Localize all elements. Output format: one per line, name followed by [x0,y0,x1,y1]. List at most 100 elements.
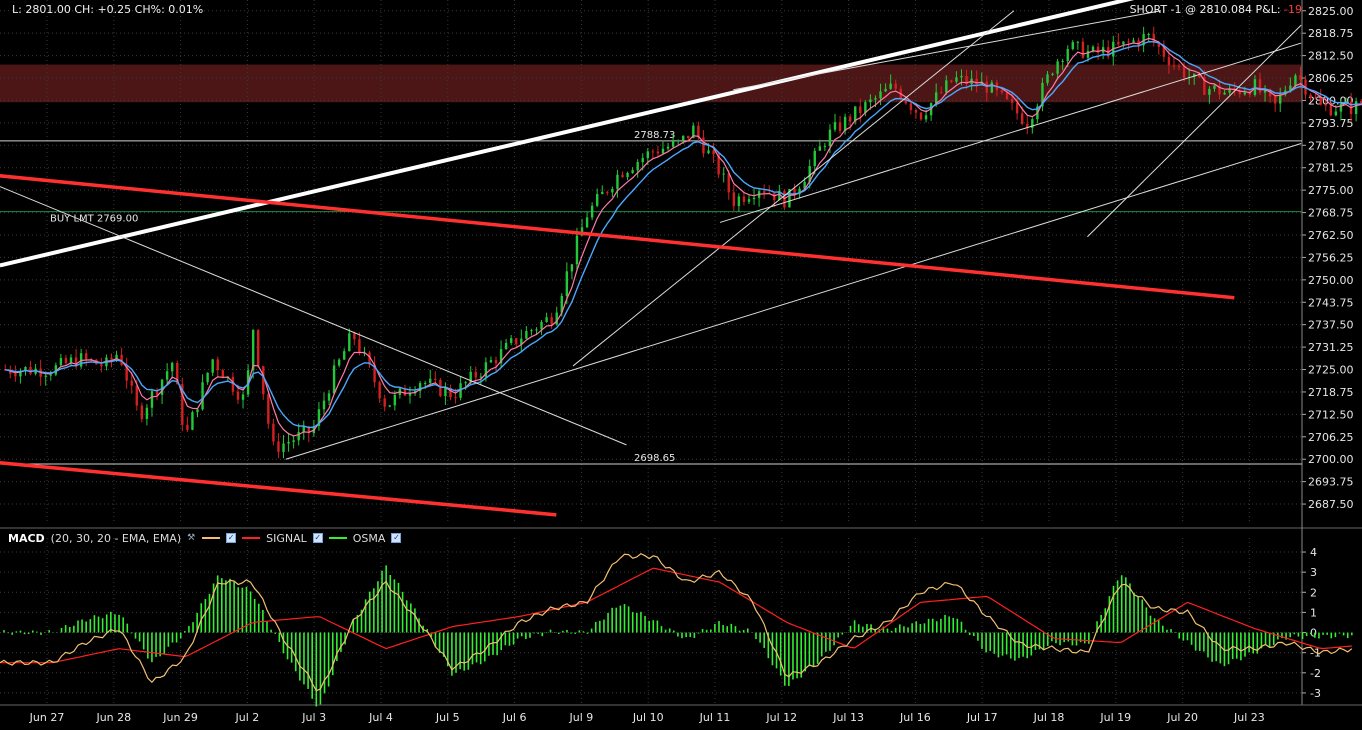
candle-body [479,376,483,378]
macd-y-tick-label: 1 [1310,606,1317,619]
candle-body [150,391,154,408]
candle-body [732,192,736,206]
candle-body [459,383,462,398]
candle-body [1218,85,1221,95]
candle-body [1213,85,1216,89]
candle-body [1268,89,1272,97]
candle-body [975,78,978,86]
candle-body [262,366,265,395]
candle-body [773,193,776,201]
trendline-red-upper [0,174,1235,300]
candle-body [241,394,245,400]
y-tick-label: 2743.75 [1308,296,1354,309]
candle-body [646,151,649,159]
signal-label: SIGNAL [266,531,307,545]
candle-body [216,359,219,371]
candle-body [1056,61,1059,74]
candle-body [1309,94,1312,98]
macd-y-tick-label: -3 [1310,687,1321,700]
candle-body [1177,65,1181,67]
candle-body [656,151,660,154]
candle-body [84,353,88,360]
candle-body [489,360,493,363]
candle-body [297,432,300,441]
macd-checkbox-icon[interactable]: ✓ [226,533,237,543]
candle-body [464,382,467,384]
candle-body [833,122,837,130]
candle-body [59,358,63,366]
candle-body [727,173,730,193]
candle-body [747,199,751,202]
candle-body [555,312,558,325]
candle-body [287,441,290,444]
candle-body [429,378,432,383]
y-tick-label: 2825.00 [1308,5,1354,18]
high-level-label: 2788.73 [634,130,675,141]
macd-swatch [202,537,221,539]
candle-body [474,371,477,378]
x-tick-label: Jun 29 [162,711,198,724]
candle-body [171,362,174,372]
wrench-icon[interactable]: ⚒ [187,532,196,543]
candle-body [687,135,690,139]
candle-body [1294,75,1297,86]
candle-body [985,81,988,93]
candle-body [14,373,17,377]
candle-body [155,391,159,395]
candle-body [1228,88,1231,93]
candle-body [444,387,447,396]
candle-body [1142,34,1145,46]
candle-body [560,295,563,313]
candle-body [1122,41,1125,45]
x-tick-label: Jul 18 [1033,711,1065,724]
candle-body [879,91,882,99]
candle-body [1172,65,1176,67]
x-tick-label: Jul 20 [1166,711,1198,724]
candle-body [525,331,528,339]
candle-body [621,174,624,178]
y-tick-label: 2693.75 [1308,476,1354,489]
candle-body [186,424,189,430]
macd-y-tick-label: 2 [1310,586,1317,599]
candle-body [317,409,321,427]
candle-body [530,330,533,332]
candle-body [990,82,994,93]
osma-checkbox-icon[interactable]: ✓ [391,533,402,543]
candle-body [348,333,351,352]
candle-body [545,317,548,322]
candle-body [874,98,877,100]
signal-checkbox-icon[interactable]: ✓ [312,533,323,543]
candle-body [423,382,427,384]
candle-body [160,379,164,395]
candle-body [712,150,715,155]
candle-body [1147,34,1150,36]
candle-body [206,372,209,383]
candle-body [1046,74,1049,83]
candle-body [919,112,923,120]
y-tick-label: 2781.25 [1308,162,1354,175]
macd-line [0,552,1353,692]
trendline-lower-channel [285,143,1302,460]
candle-body [1117,41,1120,45]
candle-body [130,380,133,386]
candle-body [1091,46,1095,51]
y-tick-label: 2818.75 [1308,27,1354,40]
candle-body [509,338,513,343]
candle-body [884,88,887,92]
candle-body [722,173,725,175]
candle-body [535,329,538,331]
candle-body [211,359,214,373]
candle-body [1289,85,1292,91]
candle-body [1127,41,1130,43]
candle-body [1061,60,1064,62]
signal-swatch [242,537,261,539]
x-tick-label: Jun 27 [29,711,65,724]
candle-body [585,217,589,228]
candle-body [383,398,386,407]
candle-body [282,443,285,452]
trendline-channel-top [733,10,1161,91]
x-tick-label: Jul 3 [301,711,326,724]
candle-body [418,383,422,392]
candle-body [843,116,847,131]
